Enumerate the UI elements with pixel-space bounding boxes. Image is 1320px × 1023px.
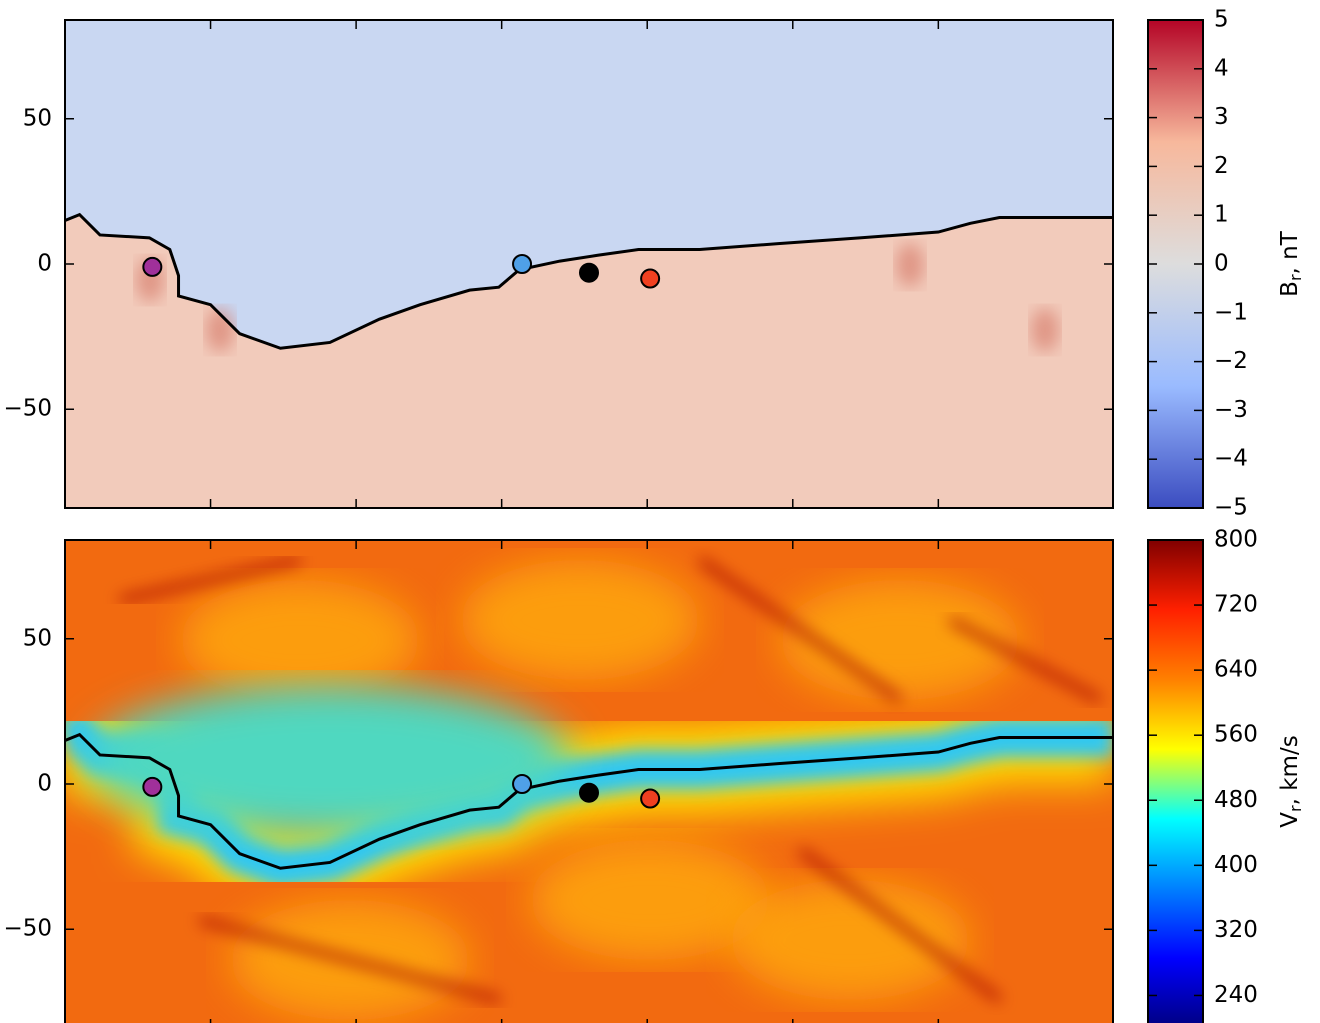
marker [143,778,161,796]
speed-fast-region [460,560,700,680]
y-tick-label: −50 [3,916,52,942]
colorbar-tick-label: −5 [1214,495,1248,521]
colorbar-label-unit: , km/s [1277,735,1303,805]
colorbar-tick-label: 480 [1214,787,1258,813]
colorbar-tick-label: 800 [1214,527,1258,553]
speed-fast-region [180,580,420,700]
colorbar-tick-label: 0 [1214,251,1229,277]
colorbar-tick-label: 3 [1214,104,1229,130]
colorbar [1148,540,1203,1023]
marker [641,790,659,808]
colorbar-tick-label: 1 [1214,202,1229,228]
colorbar-tick-label: 560 [1214,722,1258,748]
y-tick-label: 0 [37,251,52,277]
figure: −50 0 50 −5 −4 −3 −2 −1 0 1 2 3 4 5 Br, nT −50 0 50 240 320… [0,0,1320,1023]
colorbar-tick-label: 320 [1214,917,1258,943]
colorbar-tick-label: −2 [1214,348,1248,374]
colorbar-tick-label: 4 [1214,55,1229,81]
colorbar-tick-label: −3 [1214,397,1248,423]
marker [143,258,161,276]
colorbar-tick-label: 720 [1214,592,1258,618]
colorbar-label-symbol: B [1277,281,1303,297]
colorbar-label-symbol: V [1277,812,1303,828]
colorbar-tick-label: 640 [1214,657,1258,683]
colorbar-tick-label: 400 [1214,852,1258,878]
marker [580,784,598,802]
colorbar-label-unit: , nT [1277,230,1303,274]
colorbar-tick-label: 2 [1214,153,1229,179]
y-tick-label: 0 [37,771,52,797]
y-tick-label: 50 [23,105,52,131]
colorbar-label: Br, nT [1277,230,1305,297]
colorbar-tick-label: 240 [1214,982,1258,1008]
y-tick-label: −50 [3,396,52,422]
speed-fast-region [730,880,970,1000]
heatmap [65,540,1113,1023]
marker [513,775,531,793]
colorbar-tick-label: −1 [1214,299,1248,325]
y-tick-label: 50 [23,625,52,651]
field-spot [1031,308,1059,352]
colorbar-tick-label: 5 [1214,7,1229,33]
colorbar-tick-label: −4 [1214,446,1248,472]
slow-wind-region [90,685,570,835]
colorbar-label: Vr, km/s [1277,735,1305,827]
marker [641,270,659,288]
field-spot [896,243,924,287]
marker [580,264,598,282]
marker [513,255,531,273]
